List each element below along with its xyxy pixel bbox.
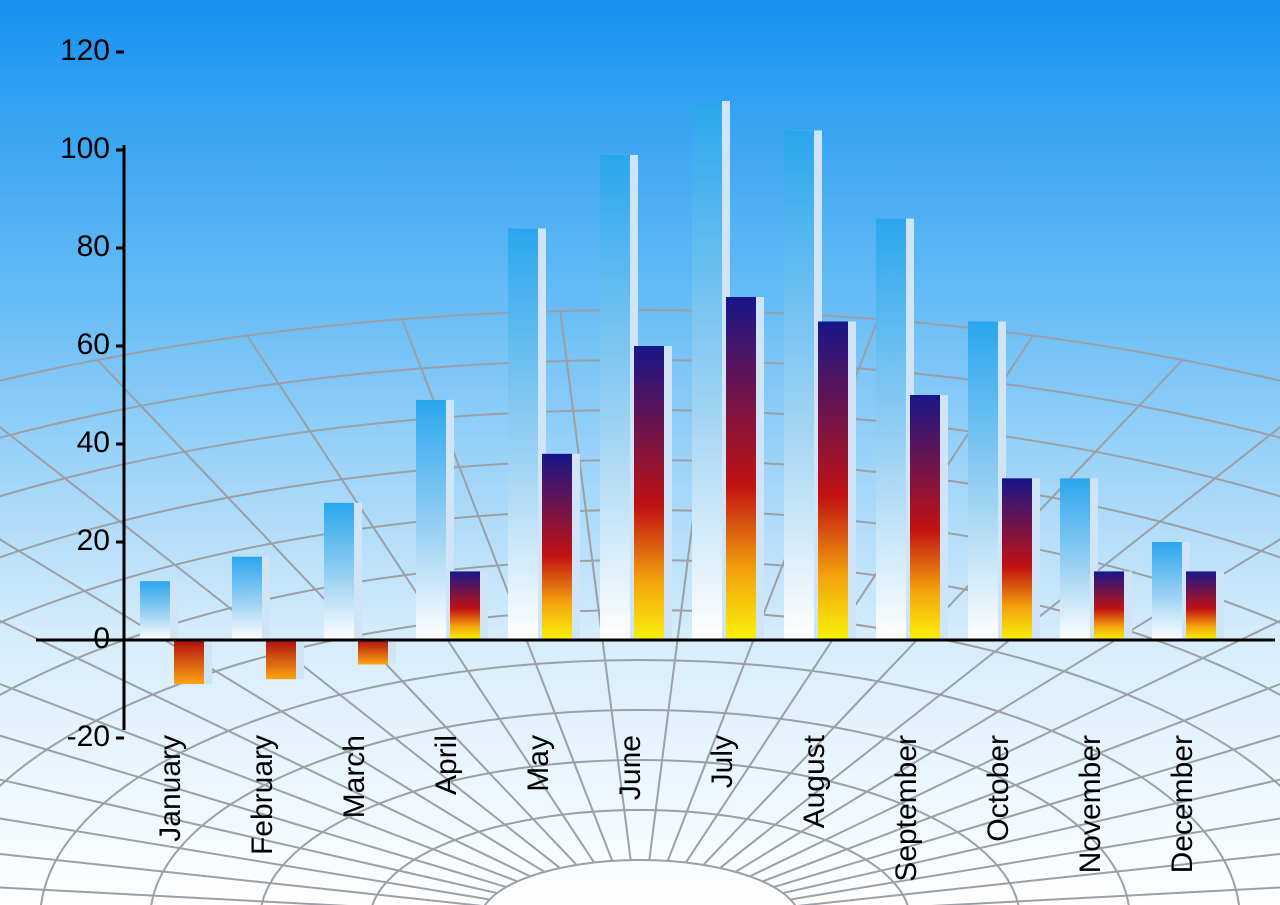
x-tick-label: November bbox=[1074, 735, 1107, 873]
series2-bar bbox=[174, 640, 204, 684]
bar-chart: -20 0 20 40 60 80 100 120 January February March A… bbox=[0, 0, 1280, 905]
series2-bar bbox=[726, 297, 756, 640]
x-tick-label: October bbox=[982, 735, 1015, 842]
x-tick-label: March bbox=[338, 735, 371, 818]
series2-bar bbox=[818, 322, 848, 641]
series2-bar bbox=[358, 640, 388, 665]
x-tick-label: February bbox=[246, 735, 279, 855]
series1-bar bbox=[232, 557, 262, 640]
y-tick-label: 80 bbox=[77, 230, 110, 263]
x-tick-label: January bbox=[154, 735, 187, 842]
y-tick-label: 20 bbox=[77, 524, 110, 557]
series1-bar bbox=[784, 130, 814, 640]
series1-bar bbox=[416, 400, 446, 640]
x-tick-label: July bbox=[706, 735, 739, 788]
y-tick-label: 120 bbox=[60, 34, 110, 67]
x-tick-label: December bbox=[1166, 735, 1199, 873]
series1-bar bbox=[876, 219, 906, 640]
series2-bar bbox=[910, 395, 940, 640]
series2-bar bbox=[1186, 571, 1216, 640]
series1-bar bbox=[968, 322, 998, 641]
y-tick-label: -20 bbox=[67, 720, 110, 753]
series1-bar bbox=[1152, 542, 1182, 640]
y-tick-label: 100 bbox=[60, 132, 110, 165]
series2-bar bbox=[1002, 478, 1032, 640]
x-tick-label: June bbox=[614, 735, 647, 800]
x-tick-label: May bbox=[522, 735, 555, 792]
series1-bar bbox=[1060, 478, 1090, 640]
series2-bar bbox=[266, 640, 296, 679]
series2-bar bbox=[542, 454, 572, 640]
y-tick-label: 60 bbox=[77, 328, 110, 361]
y-tick-label: 0 bbox=[93, 622, 110, 655]
y-tick-label: 40 bbox=[77, 426, 110, 459]
series1-bar bbox=[692, 101, 722, 640]
series1-bar bbox=[508, 228, 538, 640]
x-tick-label: April bbox=[430, 735, 463, 795]
series1-bar bbox=[600, 155, 630, 640]
series2-bar bbox=[634, 346, 664, 640]
x-tick-label: September bbox=[890, 735, 923, 882]
series1-bar bbox=[324, 503, 354, 640]
series2-bar bbox=[1094, 571, 1124, 640]
chart-container: -20 0 20 40 60 80 100 120 January February March A… bbox=[0, 0, 1280, 905]
x-tick-label: August bbox=[798, 734, 831, 828]
series1-bar bbox=[140, 581, 170, 640]
series2-bar bbox=[450, 571, 480, 640]
